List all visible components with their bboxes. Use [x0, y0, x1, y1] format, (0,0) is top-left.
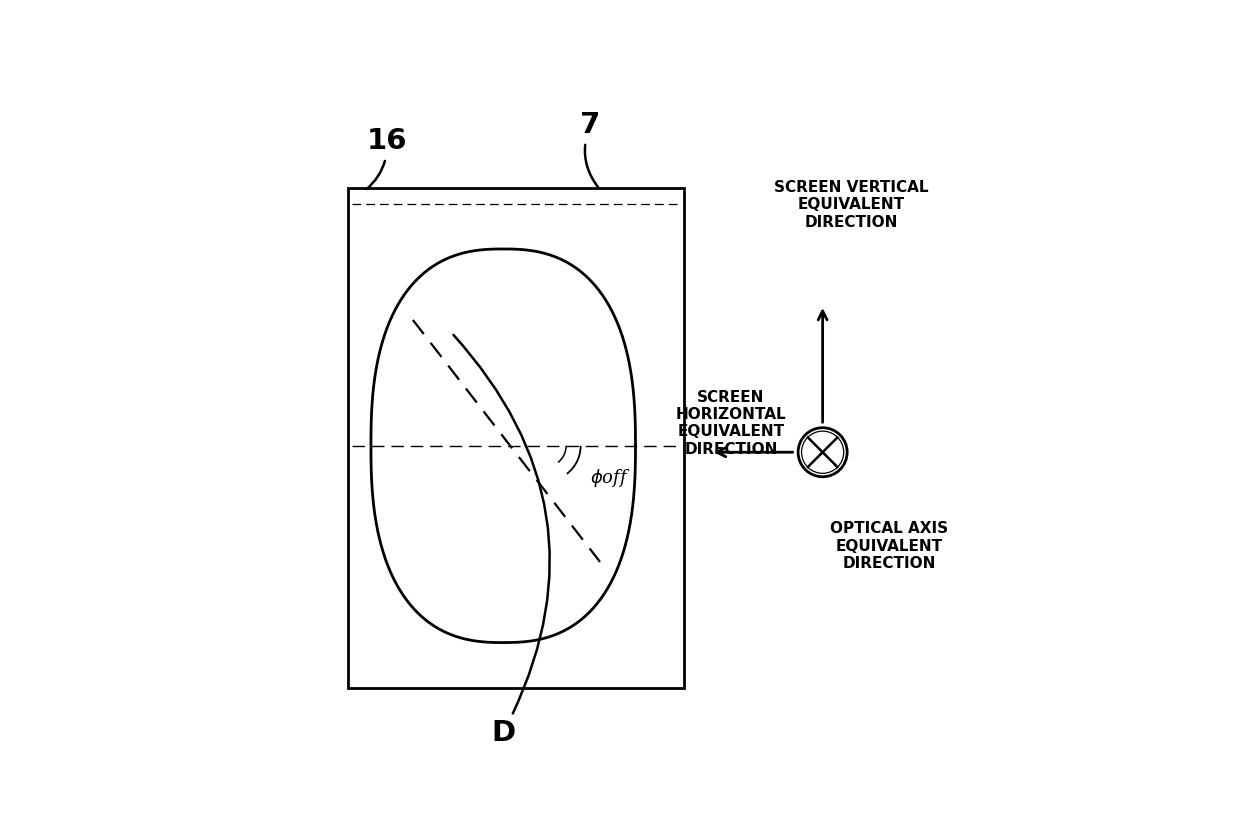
- Text: 7: 7: [580, 111, 600, 188]
- Text: SCREEN
HORIZONTAL
EQUIVALENT
DIRECTION: SCREEN HORIZONTAL EQUIVALENT DIRECTION: [676, 390, 786, 457]
- Circle shape: [799, 427, 847, 477]
- Text: OPTICAL AXIS
EQUIVALENT
DIRECTION: OPTICAL AXIS EQUIVALENT DIRECTION: [830, 521, 949, 571]
- Text: $\phi$off: $\phi$off: [590, 467, 631, 489]
- Text: D: D: [454, 335, 549, 747]
- Bar: [348, 188, 684, 688]
- Text: 16: 16: [367, 127, 407, 189]
- Text: SCREEN VERTICAL
EQUIVALENT
DIRECTION: SCREEN VERTICAL EQUIVALENT DIRECTION: [775, 180, 929, 230]
